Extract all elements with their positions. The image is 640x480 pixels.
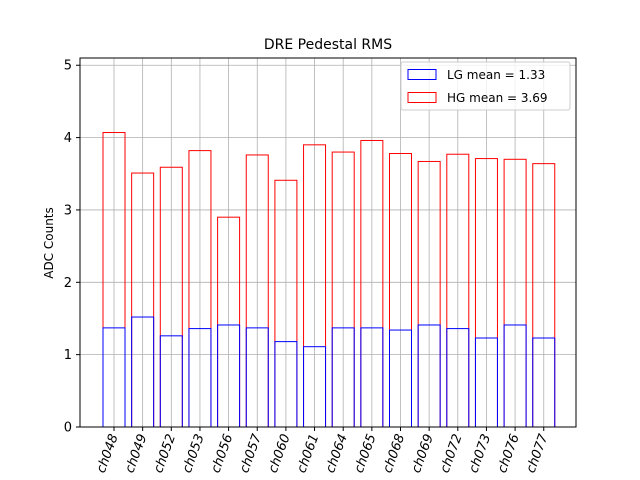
y-tick-label: 5 <box>64 59 72 74</box>
chart-title: DRE Pedestal RMS <box>264 37 392 53</box>
y-tick-label: 3 <box>64 203 72 218</box>
legend: LG mean = 1.33 HG mean = 3.69 <box>400 61 571 111</box>
legend-frame <box>400 61 571 111</box>
y-axis-label: ADC Counts <box>42 207 56 279</box>
legend-swatch-hg <box>407 92 437 103</box>
legend-swatch-lg <box>407 69 437 80</box>
plot-frame <box>79 57 577 428</box>
legend-label-lg: LG mean = 1.33 <box>447 68 545 82</box>
y-tick-label: 4 <box>64 131 72 146</box>
y-tick-label: 2 <box>64 276 72 291</box>
grid <box>80 58 576 428</box>
y-tick-label: 0 <box>64 421 72 436</box>
legend-label-hg: HG mean = 3.69 <box>447 91 548 105</box>
y-tick-label: 1 <box>64 348 72 363</box>
